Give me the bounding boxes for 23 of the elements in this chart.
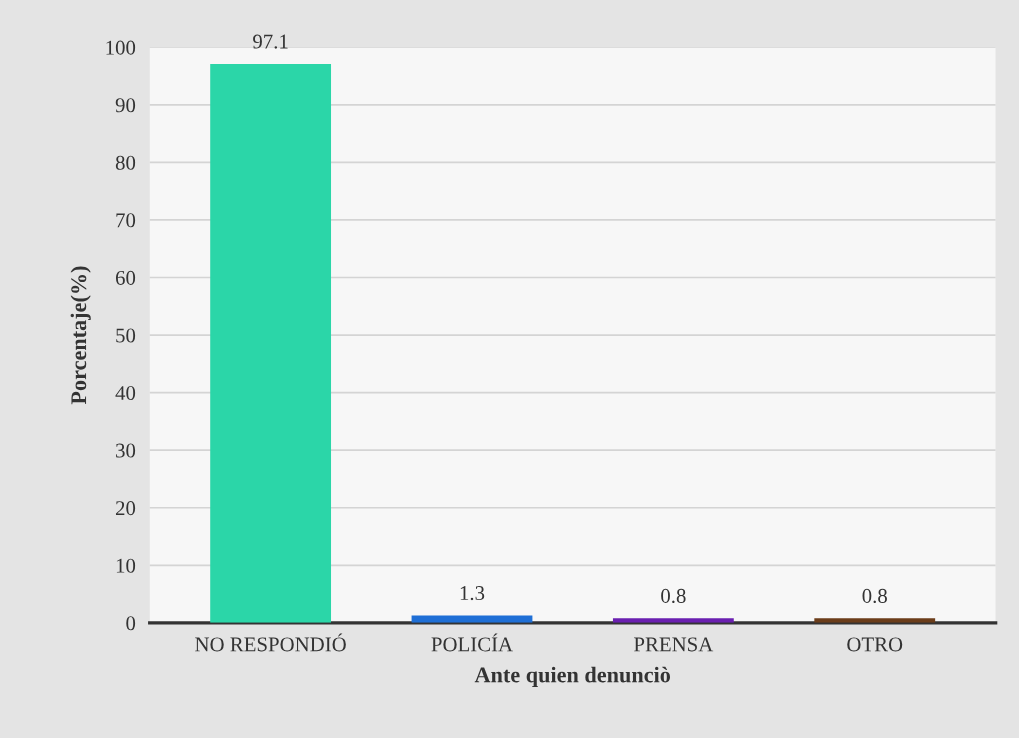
data-label: 0.8	[862, 588, 887, 604]
bar	[411, 615, 533, 623]
x-tick-label: PRENSA	[634, 637, 714, 652]
y-axis-title: Porcentaje(%)	[70, 266, 91, 405]
data-label: 0.8	[661, 588, 686, 604]
x-tick-label: NO RESPONDIÓ	[195, 633, 346, 652]
y-tick-label: 40	[115, 385, 136, 401]
y-tick-label: 90	[115, 98, 136, 113]
data-label: 97.1	[253, 34, 288, 49]
y-tick-label: 80	[115, 155, 136, 170]
bar	[210, 63, 332, 623]
y-tick-label: 100	[106, 40, 136, 55]
data-label: 1.3	[460, 586, 485, 601]
y-tick-label: 50	[116, 328, 136, 343]
x-tick-label: OTRO	[847, 637, 903, 652]
y-tick-label: 60	[115, 270, 136, 285]
y-tick-label: 0	[126, 616, 136, 631]
x-tick-label: POLICÍA	[431, 633, 513, 652]
y-tick-label: 20	[115, 501, 136, 516]
y-tick-label: 70	[116, 213, 136, 228]
x-axis-title: Ante quien denunciò	[474, 666, 671, 687]
y-tick-label: 30	[116, 443, 136, 458]
y-tick-label: 10	[116, 558, 136, 573]
